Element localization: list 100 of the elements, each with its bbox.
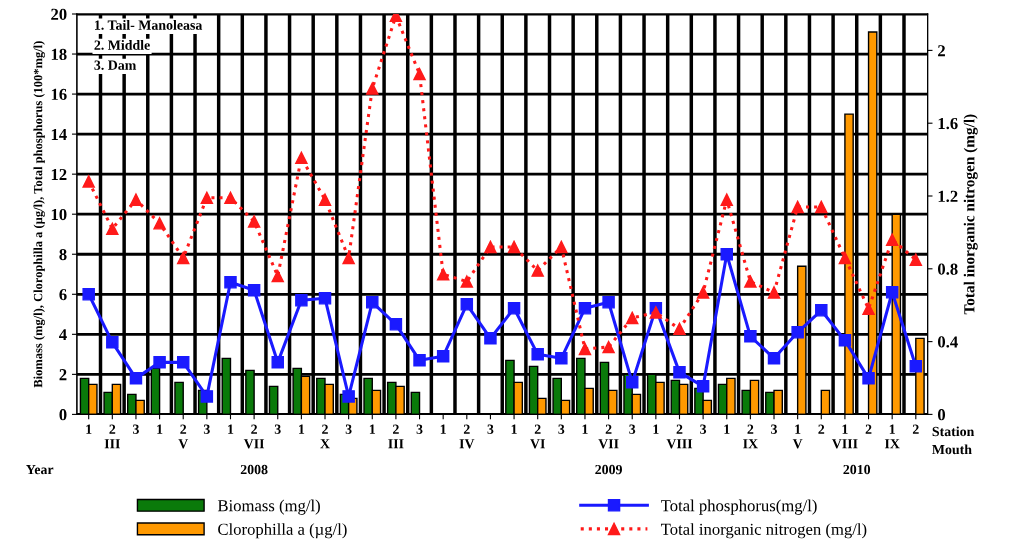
x-tick-label: 3 xyxy=(558,424,565,434)
y-tick-label: 4 xyxy=(59,329,67,341)
x-tick-label: 3 xyxy=(700,424,707,434)
point xyxy=(247,284,261,297)
x-tick-label: 2 V xyxy=(178,424,189,449)
point xyxy=(744,275,757,288)
point xyxy=(720,247,734,261)
point xyxy=(436,268,450,281)
y-tick-label: 14 xyxy=(51,128,67,140)
x-tick-label: 3 xyxy=(487,424,494,434)
point xyxy=(815,304,828,317)
y-tick-label: 6 xyxy=(59,289,67,301)
point xyxy=(531,264,544,277)
point xyxy=(909,360,923,373)
y-tick-label: 18 xyxy=(51,48,67,60)
point xyxy=(507,240,521,254)
y-tick-label: 8 xyxy=(59,248,67,261)
x-tick-label: 1 IX xyxy=(884,424,900,449)
x-tick-label: 3 xyxy=(629,424,636,434)
point xyxy=(555,240,568,254)
point xyxy=(625,311,639,325)
x-tick-label: 3 xyxy=(771,424,778,434)
point xyxy=(224,276,237,289)
point xyxy=(106,222,119,236)
x-tick-label: 1 V xyxy=(792,424,803,449)
point xyxy=(531,348,544,361)
point xyxy=(176,356,190,369)
x-tick-label: 2 xyxy=(912,424,919,434)
legend-label: Biomass (mg/l) xyxy=(217,499,320,515)
point xyxy=(224,191,237,205)
legend-label: Clorophilla a (µg/l) xyxy=(218,523,347,539)
x-tick-label: 3 xyxy=(345,424,352,434)
point xyxy=(82,175,95,188)
point xyxy=(153,356,166,369)
point xyxy=(129,193,143,206)
text: 2008 xyxy=(240,464,268,475)
point xyxy=(885,286,899,299)
y2-tick-label: 1.2 xyxy=(938,190,958,203)
point xyxy=(696,380,710,393)
annotation: 3. Dam xyxy=(94,60,137,70)
point xyxy=(342,390,355,403)
point xyxy=(342,251,355,265)
point xyxy=(247,215,261,228)
point xyxy=(673,322,686,336)
x-tick-label: 1 xyxy=(440,424,446,434)
point xyxy=(366,296,379,309)
point xyxy=(720,193,734,206)
point xyxy=(578,302,592,315)
point xyxy=(106,336,119,349)
point xyxy=(82,288,95,301)
point xyxy=(436,350,450,363)
y-tick-label: 16 xyxy=(51,88,67,101)
point xyxy=(507,302,521,315)
x-tick-label: 2 IV xyxy=(459,424,475,449)
x-tick-label: 1 xyxy=(724,424,730,434)
point xyxy=(413,67,426,81)
y-tick-label: 20 xyxy=(51,8,67,20)
text: Year xyxy=(26,464,54,475)
x-tick-label: 2 IX xyxy=(743,424,758,449)
point xyxy=(862,372,875,385)
annotation: 2. Middle xyxy=(94,40,150,50)
point xyxy=(460,298,474,311)
x-tick-label: 2 III xyxy=(104,424,120,449)
x-tick-label: 2 VII xyxy=(243,424,265,449)
point xyxy=(791,326,804,339)
point xyxy=(413,354,426,367)
y2-tick-label: 0.4 xyxy=(937,336,958,348)
point xyxy=(862,302,875,316)
point xyxy=(625,376,639,389)
point xyxy=(696,286,710,299)
y-axis-title: Biomass (mg/l), Clorophilla a (µg/l), Total phosphorus (100*mg/l) xyxy=(33,41,45,388)
point xyxy=(295,151,308,165)
legend-label: Total inorganic nitrogen (mg/l) xyxy=(661,523,867,539)
text: 2010 xyxy=(843,464,871,475)
point xyxy=(602,296,615,309)
point xyxy=(649,306,663,319)
point xyxy=(673,366,686,379)
point xyxy=(271,356,284,369)
y2-tick-label: 2 xyxy=(938,45,945,57)
point xyxy=(484,332,497,345)
x-tick-label: 2 xyxy=(818,424,825,434)
y2-tick-label: 1.6 xyxy=(938,117,958,130)
x-tick-label: 2 X xyxy=(320,424,330,449)
y-tick-label: 0 xyxy=(59,409,67,421)
point xyxy=(389,318,403,331)
y2-axis-title: Total inorganic nitrogen (mg/l) xyxy=(963,114,978,315)
point xyxy=(200,191,214,205)
point xyxy=(555,352,568,365)
point xyxy=(153,217,166,230)
point xyxy=(885,233,899,246)
point xyxy=(129,372,143,385)
y2-tick-label: 0.8 xyxy=(937,263,958,275)
x-tick-label: 1 xyxy=(582,424,588,434)
point xyxy=(602,340,615,354)
annotation: 1. Tail- Manoleasa xyxy=(95,20,203,30)
text: 2009 xyxy=(595,464,622,475)
point xyxy=(767,286,781,299)
x-tick-label: 1 xyxy=(86,424,92,434)
point xyxy=(815,200,828,214)
x-tick-label: 3 xyxy=(416,424,423,434)
